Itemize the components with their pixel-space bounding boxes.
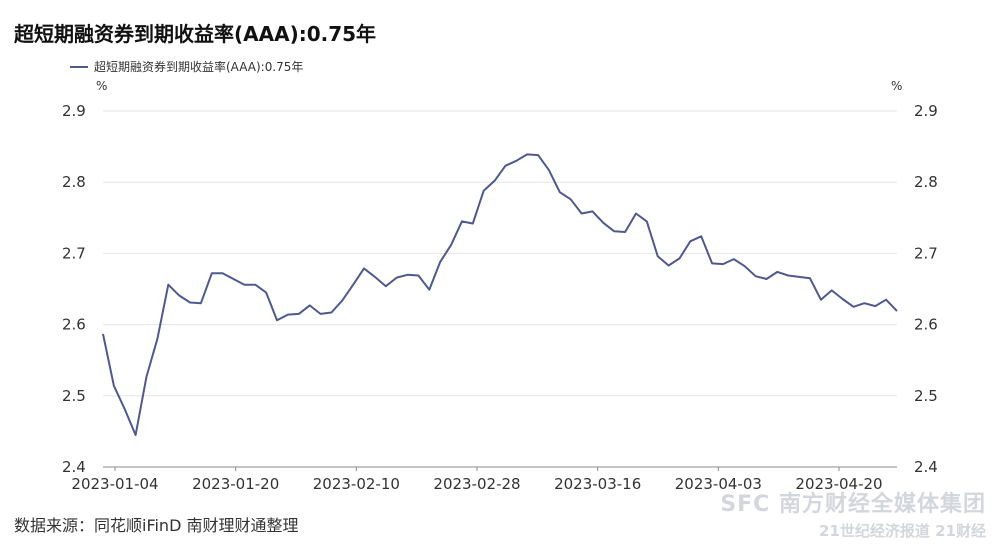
x-axis: 2023-01-04 2023-01-20 2023-02-10 2023-02-28… <box>71 466 897 493</box>
y-unit-label-left: % <box>96 79 107 93</box>
x-tick-label: 2023-01-20 <box>192 475 279 493</box>
y-tick-label-right: 2.7 <box>914 244 938 262</box>
y-axis-left: 2.4 2.5 2.6 2.7 2.8 2.9% <box>62 79 107 476</box>
y-tick-label-left: 2.5 <box>62 387 86 405</box>
publisher-watermark: SFC 南方财经全媒体集团 21世纪经济报道 21财经 <box>720 486 986 541</box>
x-tick-label: 2023-02-28 <box>433 475 520 493</box>
x-tick-label: 2023-04-03 <box>675 475 762 493</box>
legend-label: 超短期融资券到期收益率(AAA):0.75年 <box>94 60 304 74</box>
y-tick-label-left: 2.6 <box>62 316 86 334</box>
x-tick-label: 2023-03-16 <box>554 475 641 493</box>
y-tick-label-left: 2.9 <box>62 102 86 120</box>
series-layer <box>102 153 898 436</box>
y-axis-right: 2.4 2.5 2.6 2.7 2.8 2.9% <box>891 79 938 476</box>
source-note: 数据来源：同花顺iFinD 南财理财通整理 <box>14 516 299 535</box>
y-tick-label-right: 2.5 <box>914 387 938 405</box>
legend-swatch <box>70 65 88 68</box>
y-tick-label-left: 2.7 <box>62 244 86 262</box>
y-tick-label-left: 2.8 <box>62 173 86 191</box>
y-tick-label-right: 2.6 <box>914 316 938 334</box>
x-tick-label: 2023-01-04 <box>71 475 158 493</box>
y-tick-label-right: 2.9 <box>914 102 938 120</box>
legend: 超短期融资券到期收益率(AAA):0.75年 <box>70 58 303 75</box>
x-tick-label: 2023-04-20 <box>795 475 882 493</box>
series-line <box>102 153 898 436</box>
y-tick-label-left: 2.4 <box>62 458 86 476</box>
y-tick-label-right: 2.8 <box>914 173 938 191</box>
watermark-line-2: 21世纪经济报道 21财经 <box>819 522 986 540</box>
y-unit-label-right: % <box>891 79 902 93</box>
chart-title: 超短期融资券到期收益率(AAA):0.75年 <box>14 22 377 46</box>
x-tick-label: 2023-02-10 <box>313 475 400 493</box>
y-tick-label-right: 2.4 <box>914 458 938 476</box>
grid-lines <box>103 110 897 397</box>
watermark-line-1: SFC 南方财经全媒体集团 <box>720 492 986 517</box>
